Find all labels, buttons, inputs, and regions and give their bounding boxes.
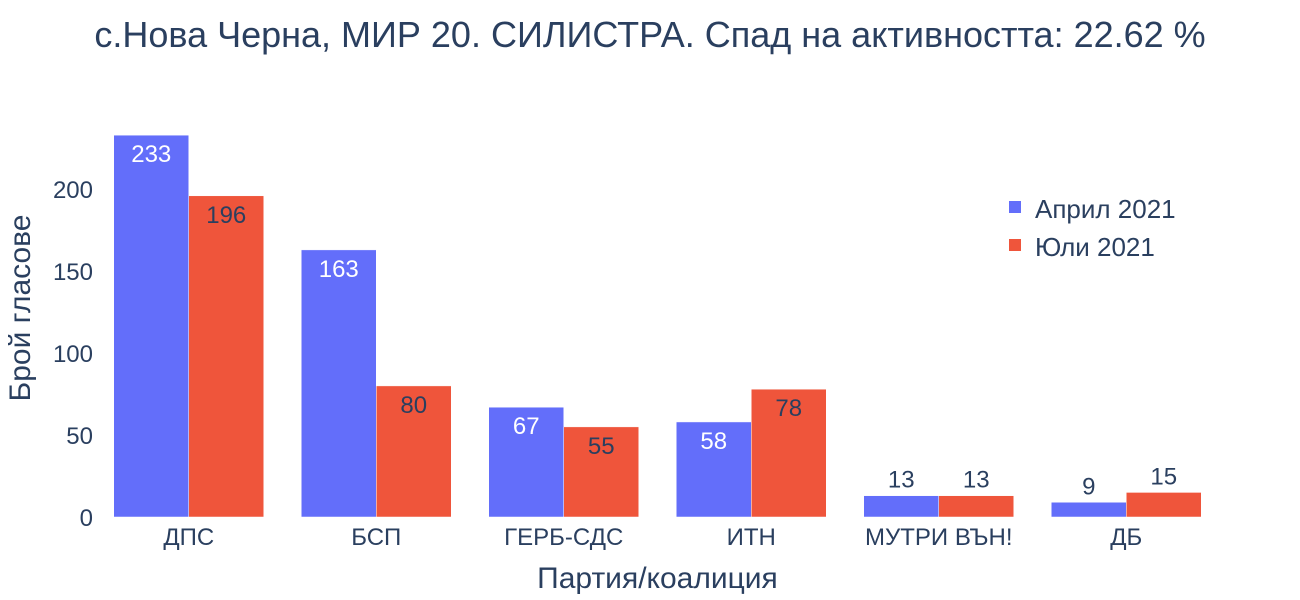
legend-swatch (1009, 239, 1021, 251)
bars (113, 134, 1202, 518)
legend-label: Юли 2021 (1035, 232, 1155, 262)
bar-labels: 233 196 163 80 67 55 58 78 13 13 9 15 (131, 141, 1177, 500)
bar-value-label: 80 (400, 392, 427, 419)
legend-swatch (1009, 201, 1021, 213)
bar (1051, 502, 1127, 518)
chart-title: с.Нова Черна, МИР 20. СИЛИСТРА. Спад на … (94, 14, 1206, 55)
bar (188, 195, 264, 518)
bar-value-label: 196 (206, 202, 246, 229)
bar-value-label: 78 (775, 395, 802, 422)
x-tick-label: МУТРИ ВЪН! (865, 524, 1012, 551)
bar (938, 495, 1014, 518)
legend: Април 2021 Юли 2021 (1009, 194, 1176, 262)
legend-label: Април 2021 (1035, 194, 1176, 224)
bar (863, 495, 939, 518)
bar (1126, 492, 1202, 518)
bar-value-label: 58 (700, 428, 727, 455)
y-tick-label: 0 (80, 505, 93, 532)
bar (376, 385, 452, 518)
bar-value-label: 9 (1082, 473, 1095, 500)
y-tick-label: 50 (66, 423, 93, 450)
x-tick-label: ГЕРБ-СДС (504, 524, 623, 551)
x-tick-label: ИТН (727, 524, 776, 551)
bar-value-label: 13 (963, 467, 990, 494)
bar (751, 388, 827, 518)
bar-value-label: 67 (513, 413, 540, 440)
bar (301, 249, 377, 518)
bar-value-label: 233 (131, 141, 171, 168)
x-axis-title: Партия/коалиция (537, 562, 778, 595)
y-axis-ticks: 0 50 100 150 200 (53, 177, 93, 532)
bar-value-label: 163 (319, 256, 359, 283)
bar-value-label: 55 (588, 433, 615, 460)
y-axis-title: Брой гласове (4, 215, 37, 402)
bar-value-label: 13 (888, 467, 915, 494)
bar (488, 406, 564, 518)
y-tick-label: 100 (53, 341, 93, 368)
bar (563, 426, 639, 518)
bar (676, 421, 752, 518)
y-tick-label: 150 (53, 259, 93, 286)
y-tick-label: 200 (53, 177, 93, 204)
x-tick-label: ДПС (163, 524, 214, 551)
bar-value-label: 15 (1150, 463, 1177, 490)
x-axis-ticks: ДПС БСП ГЕРБ-СДС ИТН МУТРИ ВЪН! ДБ (163, 524, 1142, 551)
x-tick-label: ДБ (1110, 524, 1142, 551)
bar (113, 134, 189, 518)
x-tick-label: БСП (351, 524, 401, 551)
